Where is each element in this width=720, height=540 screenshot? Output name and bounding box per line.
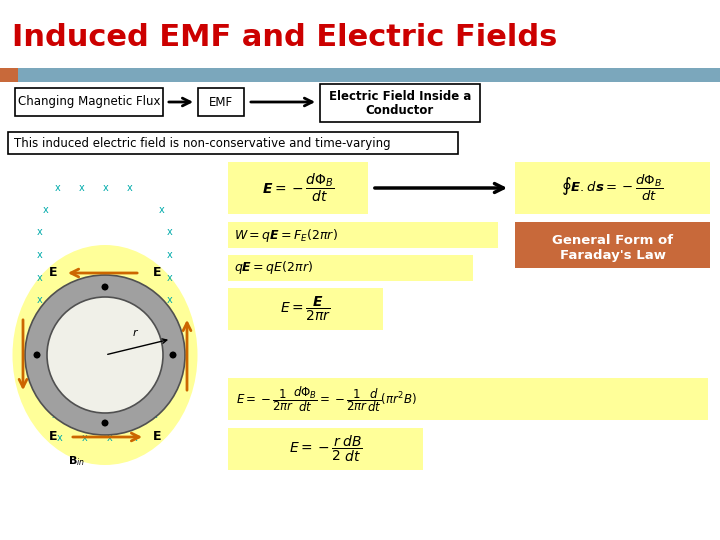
Text: x: x	[159, 205, 165, 215]
Text: Faraday's Law: Faraday's Law	[559, 248, 665, 261]
Bar	[228, 288, 383, 330]
Bar	[228, 378, 708, 420]
Text: x: x	[37, 273, 43, 283]
Text: $q\boldsymbol{E}=qE(2\pi r)$: $q\boldsymbol{E}=qE(2\pi r)$	[234, 260, 313, 276]
Circle shape	[102, 284, 109, 291]
Text: x: x	[167, 340, 173, 350]
Text: x: x	[167, 250, 173, 260]
Bar	[228, 255, 473, 281]
Text: x: x	[43, 363, 49, 373]
Text: x: x	[52, 387, 58, 397]
Text: x: x	[167, 227, 173, 237]
Text: x: x	[77, 410, 83, 420]
Text: x: x	[79, 183, 85, 193]
Text: x: x	[167, 295, 173, 305]
Bar	[228, 222, 498, 248]
Bar	[228, 162, 368, 214]
Text: x: x	[167, 317, 173, 327]
Text: Changing Magnetic Flux: Changing Magnetic Flux	[18, 96, 161, 109]
Circle shape	[34, 352, 40, 359]
Text: Induced EMF and Electric Fields: Induced EMF and Electric Fields	[12, 24, 557, 52]
Text: x: x	[37, 340, 43, 350]
Text: $\mathbf{B}_{in}$: $\mathbf{B}_{in}$	[68, 454, 86, 468]
Text: x: x	[52, 410, 58, 420]
Text: x: x	[37, 317, 43, 327]
Text: x: x	[107, 433, 113, 443]
Text: EMF: EMF	[209, 96, 233, 109]
Circle shape	[102, 420, 109, 427]
Text: $\oint\boldsymbol{E}.d\boldsymbol{s}=-\dfrac{d\Phi_B}{dt}$: $\oint\boldsymbol{E}.d\boldsymbol{s}=-\d…	[562, 173, 664, 203]
Text: x: x	[57, 433, 63, 443]
Bar	[0, 68, 720, 82]
Text: $E=-\dfrac{r}{2}\dfrac{dB}{dt}$: $E=-\dfrac{r}{2}\dfrac{dB}{dt}$	[289, 434, 362, 464]
Text: $\boldsymbol{E}=-\dfrac{d\Phi_B}{dt}$: $\boldsymbol{E}=-\dfrac{d\Phi_B}{dt}$	[262, 172, 334, 204]
Text: x: x	[37, 295, 43, 305]
Text: r: r	[132, 328, 138, 338]
Text: x: x	[127, 387, 133, 397]
Text: x: x	[77, 387, 83, 397]
Text: x: x	[102, 387, 108, 397]
Text: $E=\dfrac{\boldsymbol{E}}{2\pi r}$: $E=\dfrac{\boldsymbol{E}}{2\pi r}$	[280, 295, 331, 323]
Text: x: x	[55, 183, 61, 193]
Text: Conductor: Conductor	[366, 104, 434, 117]
Text: x: x	[103, 183, 109, 193]
Bar	[8, 132, 458, 154]
Bar	[320, 84, 480, 122]
Text: x: x	[127, 183, 133, 193]
Text: E: E	[49, 267, 58, 280]
Bar	[198, 88, 244, 116]
Bar	[515, 162, 710, 214]
Ellipse shape	[12, 245, 197, 465]
Text: x: x	[43, 205, 49, 215]
Text: x: x	[167, 273, 173, 283]
Text: Electric Field Inside a: Electric Field Inside a	[329, 90, 471, 103]
Text: x: x	[132, 433, 138, 443]
Text: $E=-\dfrac{1}{2\pi r}\dfrac{d\Phi_B}{dt}=-\dfrac{1}{2\pi r}\dfrac{d}{dt}\left(\p: $E=-\dfrac{1}{2\pi r}\dfrac{d\Phi_B}{dt}…	[236, 384, 417, 414]
Bar	[0, 68, 18, 82]
Text: x: x	[159, 363, 165, 373]
Text: x: x	[37, 250, 43, 260]
Circle shape	[47, 297, 163, 413]
Bar	[515, 222, 710, 268]
Text: E: E	[153, 430, 161, 443]
Bar	[15, 88, 163, 116]
Circle shape	[25, 275, 185, 435]
Text: x: x	[127, 410, 133, 420]
Text: x: x	[82, 433, 88, 443]
Text: x: x	[102, 410, 108, 420]
Text: x: x	[37, 227, 43, 237]
Circle shape	[169, 352, 176, 359]
Text: $W=q\boldsymbol{E}=F_E(2\pi r)$: $W=q\boldsymbol{E}=F_E(2\pi r)$	[234, 226, 338, 244]
Text: x: x	[152, 387, 158, 397]
Bar	[228, 428, 423, 470]
Text: General Form of: General Form of	[552, 233, 673, 246]
Text: E: E	[153, 267, 161, 280]
Text: E: E	[49, 430, 58, 443]
Text: x: x	[152, 410, 158, 420]
Text: This induced electric field is non-conservative and time-varying: This induced electric field is non-conse…	[14, 137, 391, 150]
